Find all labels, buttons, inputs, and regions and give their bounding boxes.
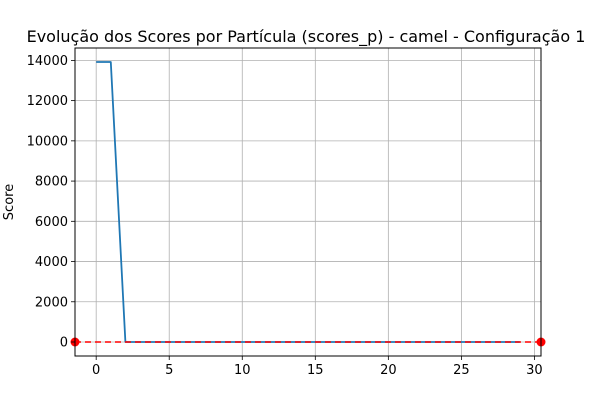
- x-tick-label: 5: [165, 363, 173, 378]
- x-tick-label: 30: [526, 363, 543, 378]
- plot-frame: [74, 47, 542, 357]
- x-tick-label: 25: [453, 363, 470, 378]
- x-tick-label: 0: [92, 363, 100, 378]
- chart-title: Evolução dos Scores por Partícula (score…: [27, 27, 586, 47]
- ticks: 0 5 10 15 20 25 30 0 2000 4000 6000 8000 10000 12000 1…: [27, 54, 543, 378]
- y-tick-label: 10000: [27, 134, 68, 149]
- y-tick-label: 14000: [27, 54, 68, 69]
- y-axis-label: Score: [2, 184, 17, 220]
- y-tick-label: 4000: [35, 255, 68, 270]
- x-tick-label: 15: [307, 363, 324, 378]
- x-tick-label: 10: [234, 363, 251, 378]
- x-tick-label: 20: [380, 363, 397, 378]
- y-tick-label: 12000: [27, 94, 68, 109]
- y-tick-label: 0: [60, 336, 68, 351]
- y-tick-label: 2000: [35, 295, 68, 310]
- y-tick-label: 6000: [35, 215, 68, 230]
- y-tick-label: 8000: [35, 175, 68, 190]
